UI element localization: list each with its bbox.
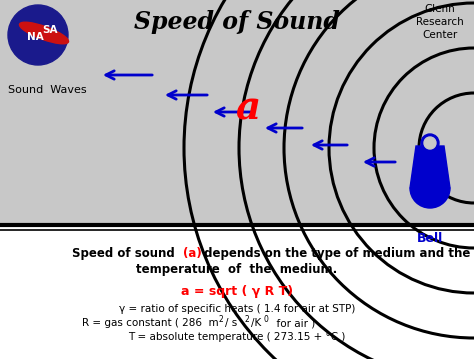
- Text: T = absolute temperature ( 273.15 + °C ): T = absolute temperature ( 273.15 + °C ): [128, 332, 346, 342]
- Text: a = sqrt ( γ R T): a = sqrt ( γ R T): [181, 284, 293, 298]
- Text: for air ): for air ): [270, 318, 315, 328]
- Text: 2: 2: [245, 314, 250, 323]
- Text: a: a: [236, 89, 261, 127]
- Text: Sound  Waves: Sound Waves: [8, 85, 87, 95]
- Text: /K: /K: [251, 318, 261, 328]
- Text: (a): (a): [183, 247, 202, 260]
- Text: / s: / s: [225, 318, 240, 328]
- Text: SA: SA: [42, 25, 58, 35]
- Text: depends on the type of medium and the: depends on the type of medium and the: [200, 247, 470, 260]
- Ellipse shape: [19, 22, 69, 44]
- Text: 2: 2: [219, 314, 224, 323]
- Text: Speed of sound: Speed of sound: [72, 247, 179, 260]
- Circle shape: [424, 137, 436, 149]
- Text: Glenn
Research
Center: Glenn Research Center: [416, 4, 464, 40]
- Polygon shape: [410, 146, 450, 188]
- Wedge shape: [410, 188, 450, 208]
- Text: γ = ratio of specific heats ( 1.4 for air at STP): γ = ratio of specific heats ( 1.4 for ai…: [119, 304, 355, 314]
- Text: R = gas constant ( 286  m: R = gas constant ( 286 m: [82, 318, 219, 328]
- Circle shape: [421, 134, 439, 152]
- Text: Bell: Bell: [417, 233, 443, 246]
- Bar: [0, 225, 474, 359]
- Circle shape: [8, 5, 68, 65]
- Text: 0: 0: [264, 314, 269, 323]
- Text: Speed of Sound: Speed of Sound: [134, 10, 340, 34]
- Text: NA: NA: [27, 32, 44, 42]
- Text: temperature  of  the  medium.: temperature of the medium.: [137, 262, 337, 275]
